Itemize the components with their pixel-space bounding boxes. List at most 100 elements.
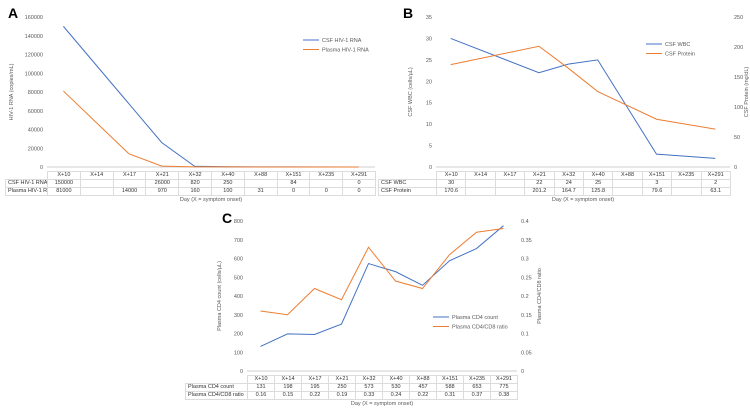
table-cell: 0.22	[409, 391, 437, 400]
left-axis-tick-label: 700	[234, 238, 243, 244]
table-cell: 63.1	[700, 187, 731, 196]
table-header-cell: X+32	[178, 171, 212, 180]
right-axis-tick-label: 0.05	[521, 350, 532, 356]
x-axis-label: Day (X = symptom onset)	[551, 197, 615, 203]
table-cell: 79.6	[641, 187, 673, 196]
table-row: Plasma CD4/CD8 ratio 0.16 0.15 0.22 0.19 0.33…	[185, 391, 518, 400]
panel-a-data-table: X+10 X+14 X+17 X+21 X+32 X+40 X+88 X+151 X+235 X+…	[5, 171, 376, 196]
table-row-label: CSF HIV-1 RNA	[5, 179, 48, 188]
table-cell: 0	[276, 187, 311, 196]
table-header-cell: X+17	[494, 171, 526, 180]
right-axis-tick-label: 0.25	[521, 275, 532, 281]
panel-c: C 0 100 200 300 400 500 600 700 800 0 0.05 0.1 0.15 0…	[185, 205, 565, 407]
table-header-cell: X+40	[582, 171, 614, 180]
left-axis-tick-label: 25	[426, 58, 432, 64]
table-cell: 250	[328, 383, 356, 392]
table-cell: 24	[553, 179, 584, 188]
table-header-row: X+10 X+14 X+17 X+21 X+32 X+40 X+88 X+151 X+235 X+…	[378, 171, 731, 180]
table-header-cell: X+14	[79, 171, 114, 180]
panel-b-chart: 0 5 10 15 20 25 30 35 0 50 100 150 200 250 CSF WBC (ce…	[408, 15, 750, 171]
table-cell: 457	[409, 383, 437, 392]
table-header-cell: X+151	[436, 375, 464, 384]
table-row-label: CSF Protein	[378, 187, 437, 196]
table-cell	[112, 179, 147, 188]
table-cell: 653	[463, 383, 491, 392]
table-header-cell: X+88	[243, 171, 278, 180]
table-cell: 0.31	[436, 391, 464, 400]
table-cell: 0.22	[301, 391, 329, 400]
table-header-cell: X+10	[435, 171, 467, 180]
panel-letter: B	[403, 5, 414, 21]
table-header-cell: X+32	[553, 171, 584, 180]
table-cell	[494, 179, 526, 188]
table-cell: 0.37	[463, 391, 491, 400]
table-cell: 125.8	[582, 187, 614, 196]
table-cell: 150000	[47, 179, 81, 188]
table-cell: 14000	[112, 187, 147, 196]
left-axis-tick-label: 5	[429, 144, 432, 150]
left-axis-tick-label: 0	[240, 369, 243, 375]
right-axis-title: CSF Protein (mg/dL)	[744, 67, 750, 118]
table-cell: 31	[243, 187, 278, 196]
left-axis-tick-label: 0	[40, 165, 43, 171]
csf-wbc-line	[450, 37, 716, 159]
table-cell: 970	[145, 187, 180, 196]
right-axis-title: Plasma CD4/CD8 ratio	[537, 268, 543, 324]
table-header-cell: X+88	[612, 171, 643, 180]
table-cell: 588	[436, 383, 464, 392]
table-header-cell: X+235	[671, 171, 702, 180]
left-axis-tick-label: 80000	[28, 90, 43, 96]
table-row-label: CSF WBC	[378, 179, 437, 188]
panel-b: B 0 5 10 15 20 25 30 35 0 50 100 150 200 250 CSF WBC (…	[378, 4, 750, 203]
table-header-cell: X+10	[247, 375, 275, 384]
table-row-label: Plasma CD4 count	[185, 383, 248, 392]
table-header-cell: X+235	[463, 375, 491, 384]
table-cell: 0.16	[247, 391, 275, 400]
left-axis-title: CSF WBC (cells/µL)	[408, 67, 414, 116]
panel-b-data-table: X+10 X+14 X+17 X+21 X+32 X+40 X+88 X+151 X+235 X+…	[378, 171, 731, 196]
table-cell: 164.7	[553, 187, 584, 196]
legend-label: CSF WBC	[665, 42, 690, 48]
table-cell: 195	[301, 383, 329, 392]
table-header-cell: X+88	[409, 375, 437, 384]
legend-label: Plasma CD4/CD8 ratio	[452, 325, 508, 331]
table-row: CSF WBC 30 22 24 25 3 2	[378, 179, 731, 188]
csf-protein-line	[450, 45, 716, 130]
table-cell: 250	[210, 179, 245, 188]
table-cell: 100	[210, 187, 245, 196]
right-axis-tick-label: 200	[734, 45, 743, 51]
left-axis-title: Plasma CD4 count (cells/µL)	[217, 261, 223, 331]
left-axis-tick-label: 400	[234, 294, 243, 300]
table-header-cell: X+14	[465, 171, 496, 180]
left-axis-tick-label: 120000	[25, 53, 43, 59]
table-cell: 2	[700, 179, 731, 188]
left-axis-tick-label: 35	[426, 15, 432, 21]
table-header-cell: X+291	[490, 375, 518, 384]
table-cell: 0.15	[274, 391, 302, 400]
left-axis-tick-label: 15	[426, 101, 432, 107]
left-axis-tick-label: 140000	[25, 34, 43, 40]
left-axis-tick-label: 300	[234, 313, 243, 319]
left-axis-tick-label: 100	[234, 350, 243, 356]
plasma-cd4-count-line	[260, 225, 504, 347]
table-header-cell: X+151	[641, 171, 673, 180]
table-cell: 84	[276, 179, 311, 188]
left-axis-tick-label: 10	[426, 122, 432, 128]
left-axis-tick-label: 500	[234, 275, 243, 281]
panel-c-chart: 0 100 200 300 400 500 600 700 800 0 0.05 0.1 0.15 0.2…	[217, 219, 543, 375]
table-cell	[79, 179, 114, 188]
table-cell	[243, 179, 278, 188]
legend-label: CSF HIV-1 RNA	[322, 38, 362, 44]
plasma-hiv-1-rna-line	[63, 90, 359, 168]
left-axis-tick-label: 20000	[28, 146, 43, 152]
table-corner-cell	[5, 171, 48, 180]
table-header-row: X+10 X+14 X+17 X+21 X+32 X+40 X+88 X+151 X+235 X+…	[5, 171, 376, 180]
right-axis-tick-label: 0.3	[521, 257, 529, 263]
right-axis-tick-label: 50	[734, 135, 740, 141]
left-axis-tick-label: 100000	[25, 71, 43, 77]
table-cell: 131	[247, 383, 275, 392]
right-axis-tick-label: 150	[734, 75, 743, 81]
table-header-cell: X+17	[112, 171, 147, 180]
table-cell: 0	[309, 187, 344, 196]
table-cell	[309, 179, 344, 188]
